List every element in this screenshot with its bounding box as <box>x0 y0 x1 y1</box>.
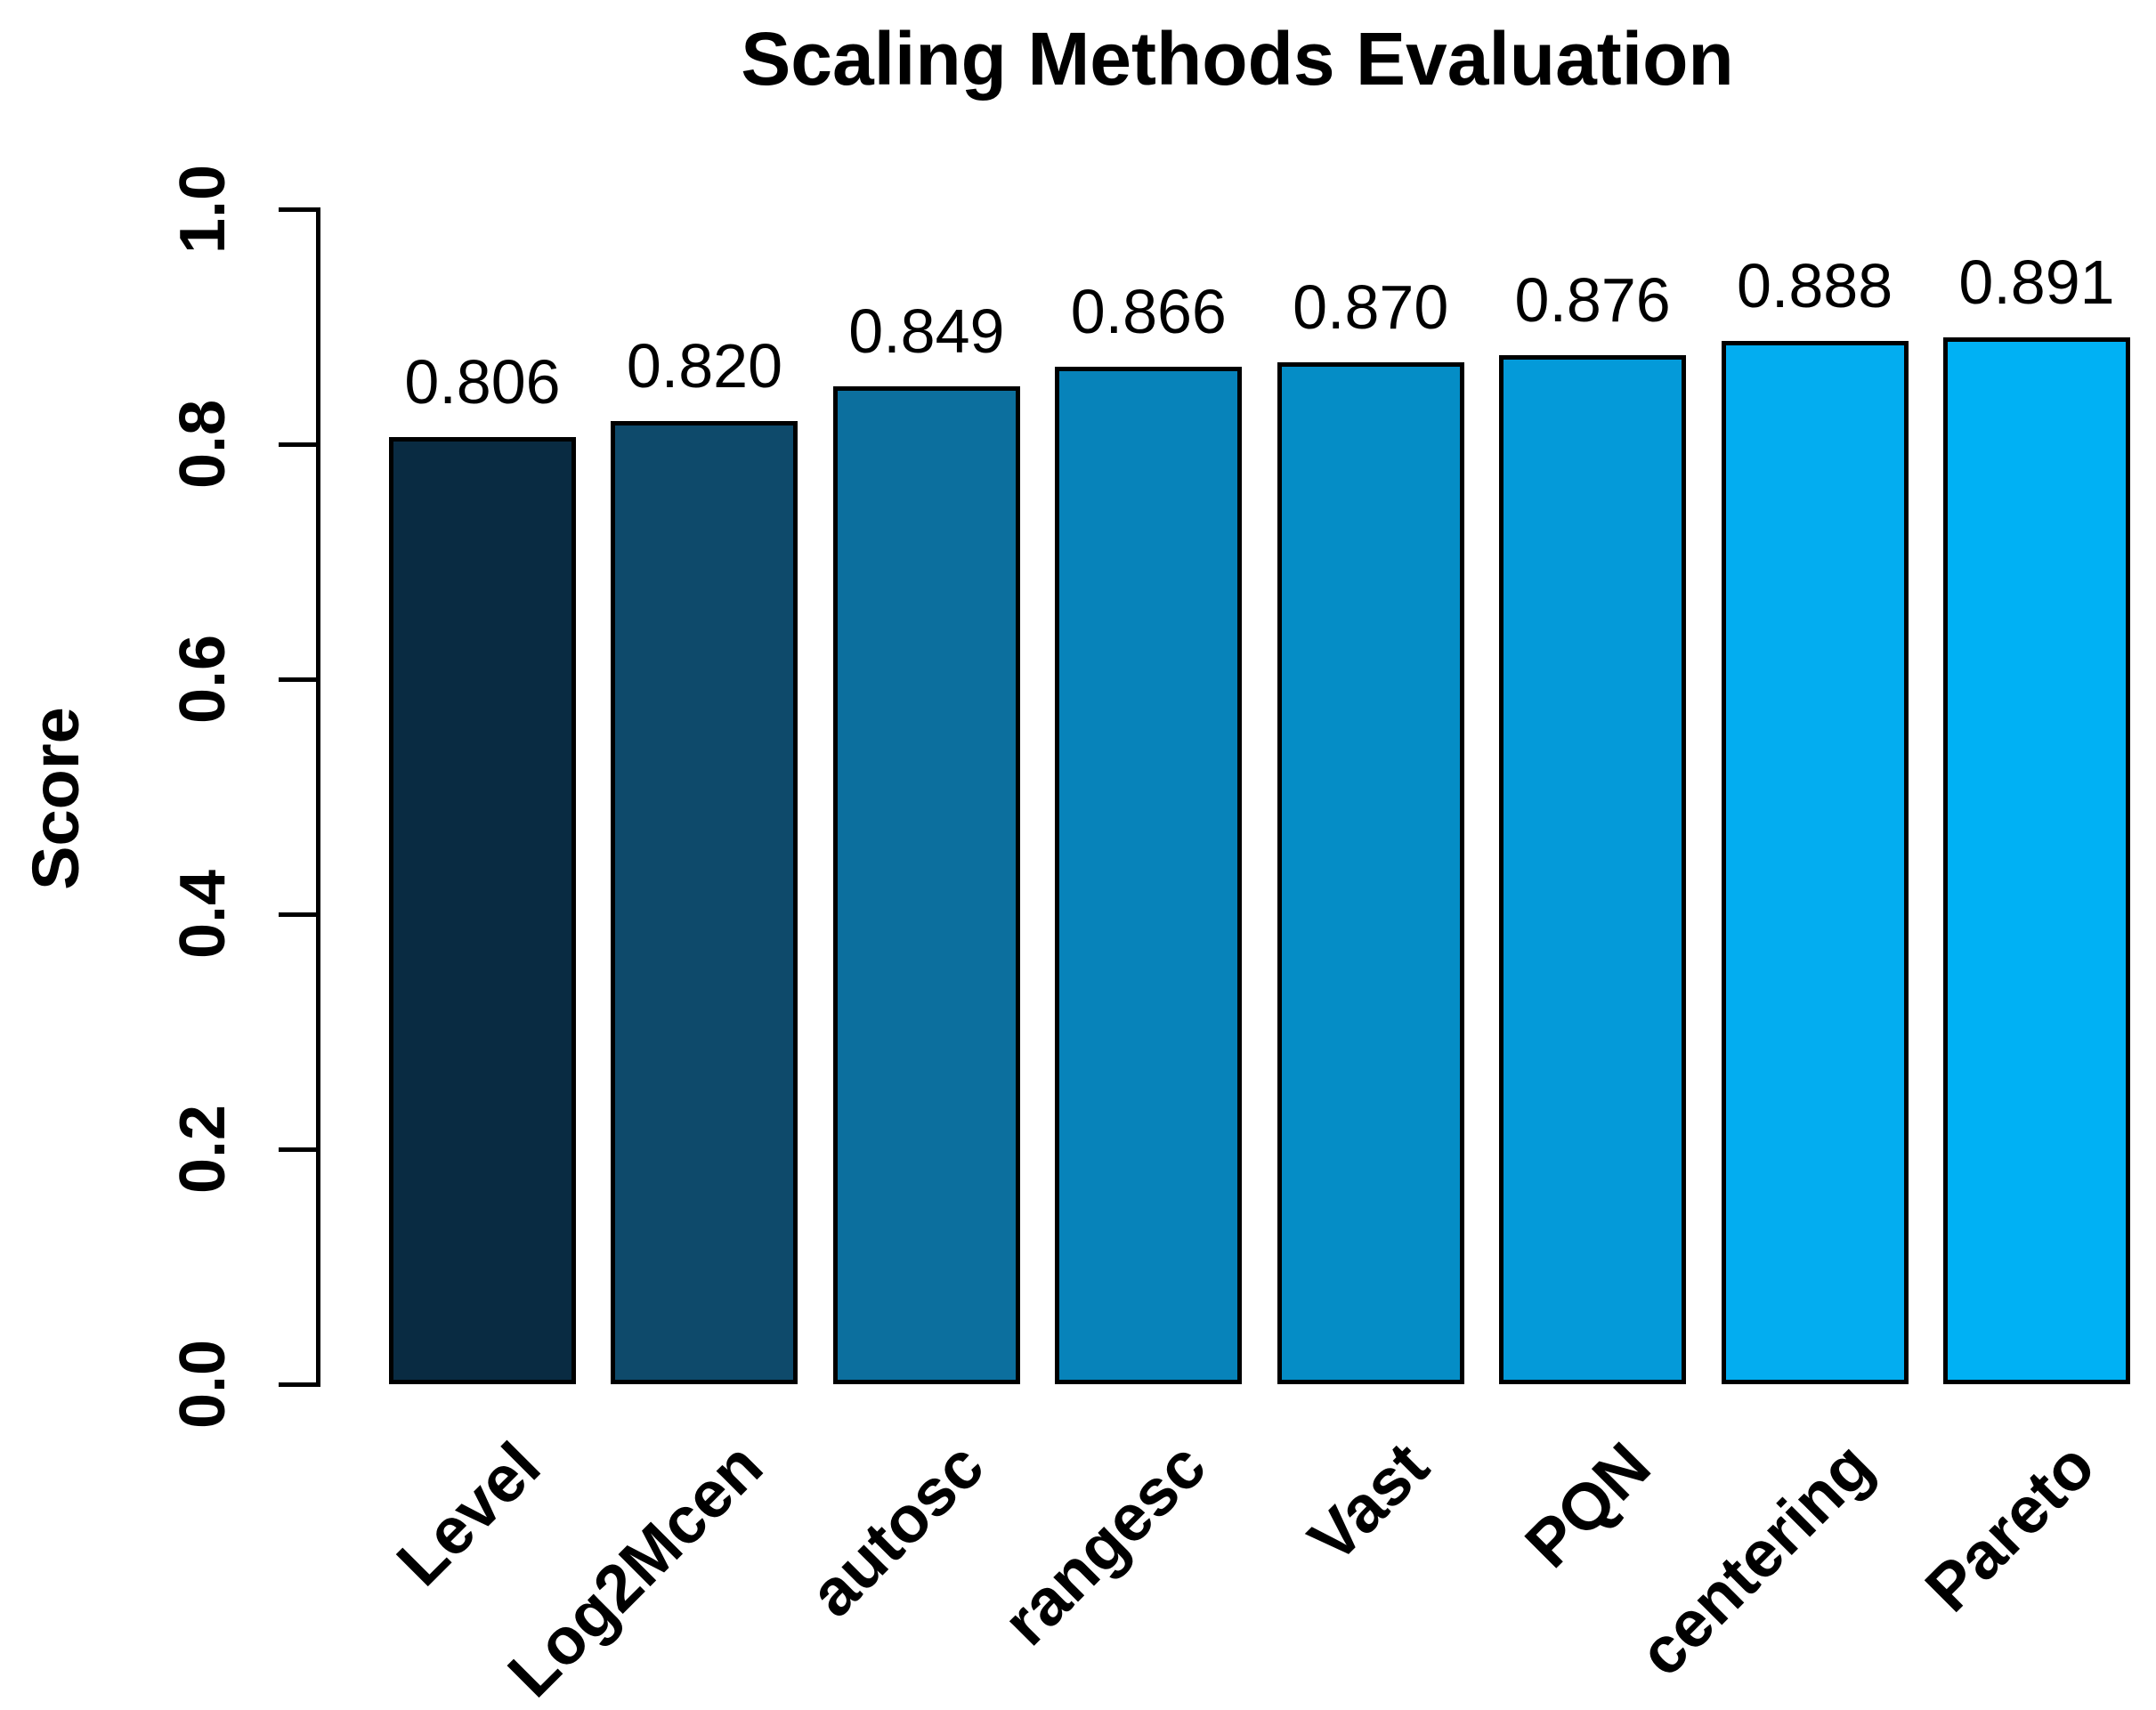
x-axis-tick-label: centering <box>1624 1428 1886 1690</box>
y-axis-tick-label: 0.4 <box>167 869 239 960</box>
x-axis-tick-label: Level <box>382 1428 555 1600</box>
bar <box>1055 366 1243 1384</box>
x-axis-tick-label: PQN <box>1511 1428 1665 1582</box>
bar <box>1499 354 1687 1384</box>
x-axis-tick-label: autosc <box>795 1428 999 1631</box>
y-axis-tick-mark <box>279 912 319 917</box>
bar <box>832 386 1020 1384</box>
y-axis-tick-label: 0.0 <box>167 1339 239 1430</box>
bar-value-label: 0.891 <box>1958 247 2115 317</box>
bar-value-label: 0.888 <box>1736 250 1893 320</box>
bar-value-label: 0.820 <box>626 330 782 401</box>
chart-title: Scaling Methods Evaluation <box>741 17 1734 101</box>
bar-value-label: 0.870 <box>1293 271 1449 342</box>
y-axis-tick-label: 0.6 <box>167 634 239 725</box>
bar-value-label: 0.866 <box>1070 276 1227 346</box>
bar <box>1277 361 1464 1384</box>
y-axis-tick-mark <box>279 442 319 447</box>
y-axis-tick-mark <box>279 677 319 682</box>
y-axis-tick-mark <box>279 1147 319 1152</box>
bar <box>611 420 798 1384</box>
y-axis-tick-mark <box>279 207 319 212</box>
y-axis-tick-label: 0.8 <box>167 399 239 490</box>
y-axis-tick-label: 1.0 <box>167 164 239 255</box>
y-axis-tick-label: 0.2 <box>167 1104 239 1195</box>
x-axis-tick-label: Pareto <box>1910 1428 2109 1626</box>
y-axis-line <box>316 207 320 1387</box>
y-axis-tick-mark <box>279 1382 319 1387</box>
bar <box>389 437 576 1384</box>
bar-value-label: 0.806 <box>404 347 561 417</box>
y-axis-label: Score <box>19 707 93 890</box>
x-axis-tick-label: rangesc <box>989 1428 1220 1659</box>
x-axis-tick-label: Vast <box>1293 1428 1442 1576</box>
bar <box>1943 336 2130 1384</box>
bar <box>1721 340 1909 1384</box>
bar-value-label: 0.849 <box>848 296 1005 367</box>
bar-value-label: 0.876 <box>1514 264 1671 335</box>
